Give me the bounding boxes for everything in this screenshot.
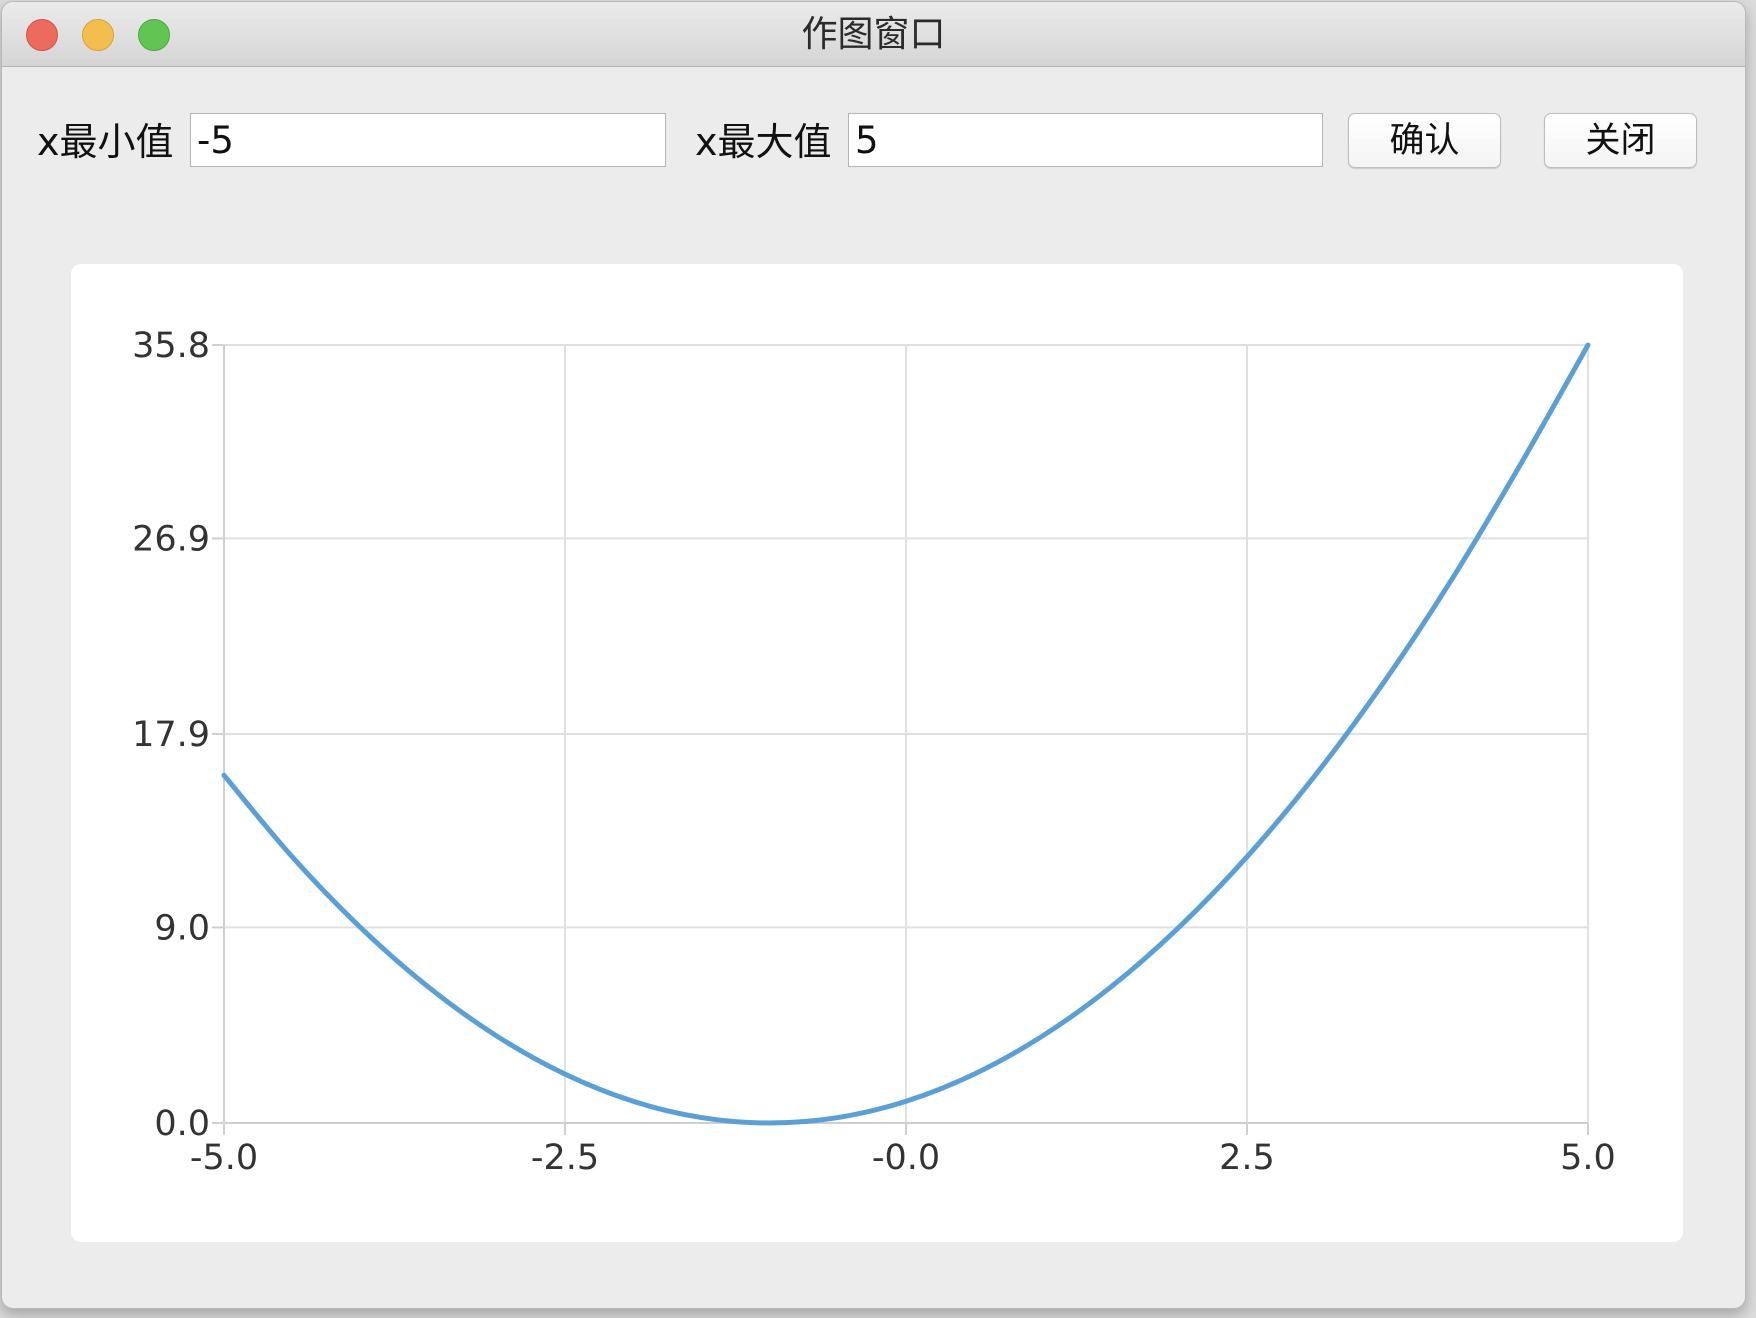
y-tick-label: 35.8: [132, 326, 210, 366]
title-bar[interactable]: 作图窗口: [2, 2, 1745, 67]
xmax-input[interactable]: [848, 113, 1323, 167]
xmin-input[interactable]: [190, 113, 666, 167]
zoom-window-button[interactable]: [138, 19, 170, 51]
y-tick-label: 9.0: [154, 908, 210, 948]
tick-label-layer: 0.0 9.0 17.9 26.9 35.8 -5.0 -2.5 -0.0 2.5 5.0: [132, 326, 1616, 1178]
y-tick-label: 0.0: [154, 1104, 210, 1144]
close-window-button[interactable]: [26, 19, 58, 51]
xmin-label: x最小值: [37, 120, 174, 164]
x-tick-label: -0.0: [872, 1138, 940, 1178]
minimize-window-button[interactable]: [82, 19, 114, 51]
y-tick-label: 26.9: [132, 519, 210, 559]
x-tick-label: 2.5: [1219, 1138, 1275, 1178]
chart-panel: 0.0 9.0 17.9 26.9 35.8 -5.0 -2.5 -0.0 2.5 5.0: [71, 264, 1683, 1242]
x-tick-label: 5.0: [1560, 1138, 1616, 1178]
confirm-button[interactable]: 确认: [1348, 113, 1501, 168]
window-title: 作图窗口: [801, 14, 946, 55]
series-layer: [221, 342, 1591, 1126]
x-tick-label: -5.0: [190, 1138, 258, 1178]
y-tick-label: 17.9: [132, 715, 210, 755]
axis-layer: [212, 344, 1589, 1135]
grid-layer: [223, 344, 1589, 1124]
series-line: [221, 342, 1591, 1126]
line-chart: 0.0 9.0 17.9 26.9 35.8 -5.0 -2.5 -0.0 2.5 5.0: [132, 326, 1616, 1178]
x-tick-label: -2.5: [531, 1138, 599, 1178]
xmax-label: x最大值: [695, 120, 832, 164]
close-button[interactable]: 关闭: [1544, 113, 1697, 168]
